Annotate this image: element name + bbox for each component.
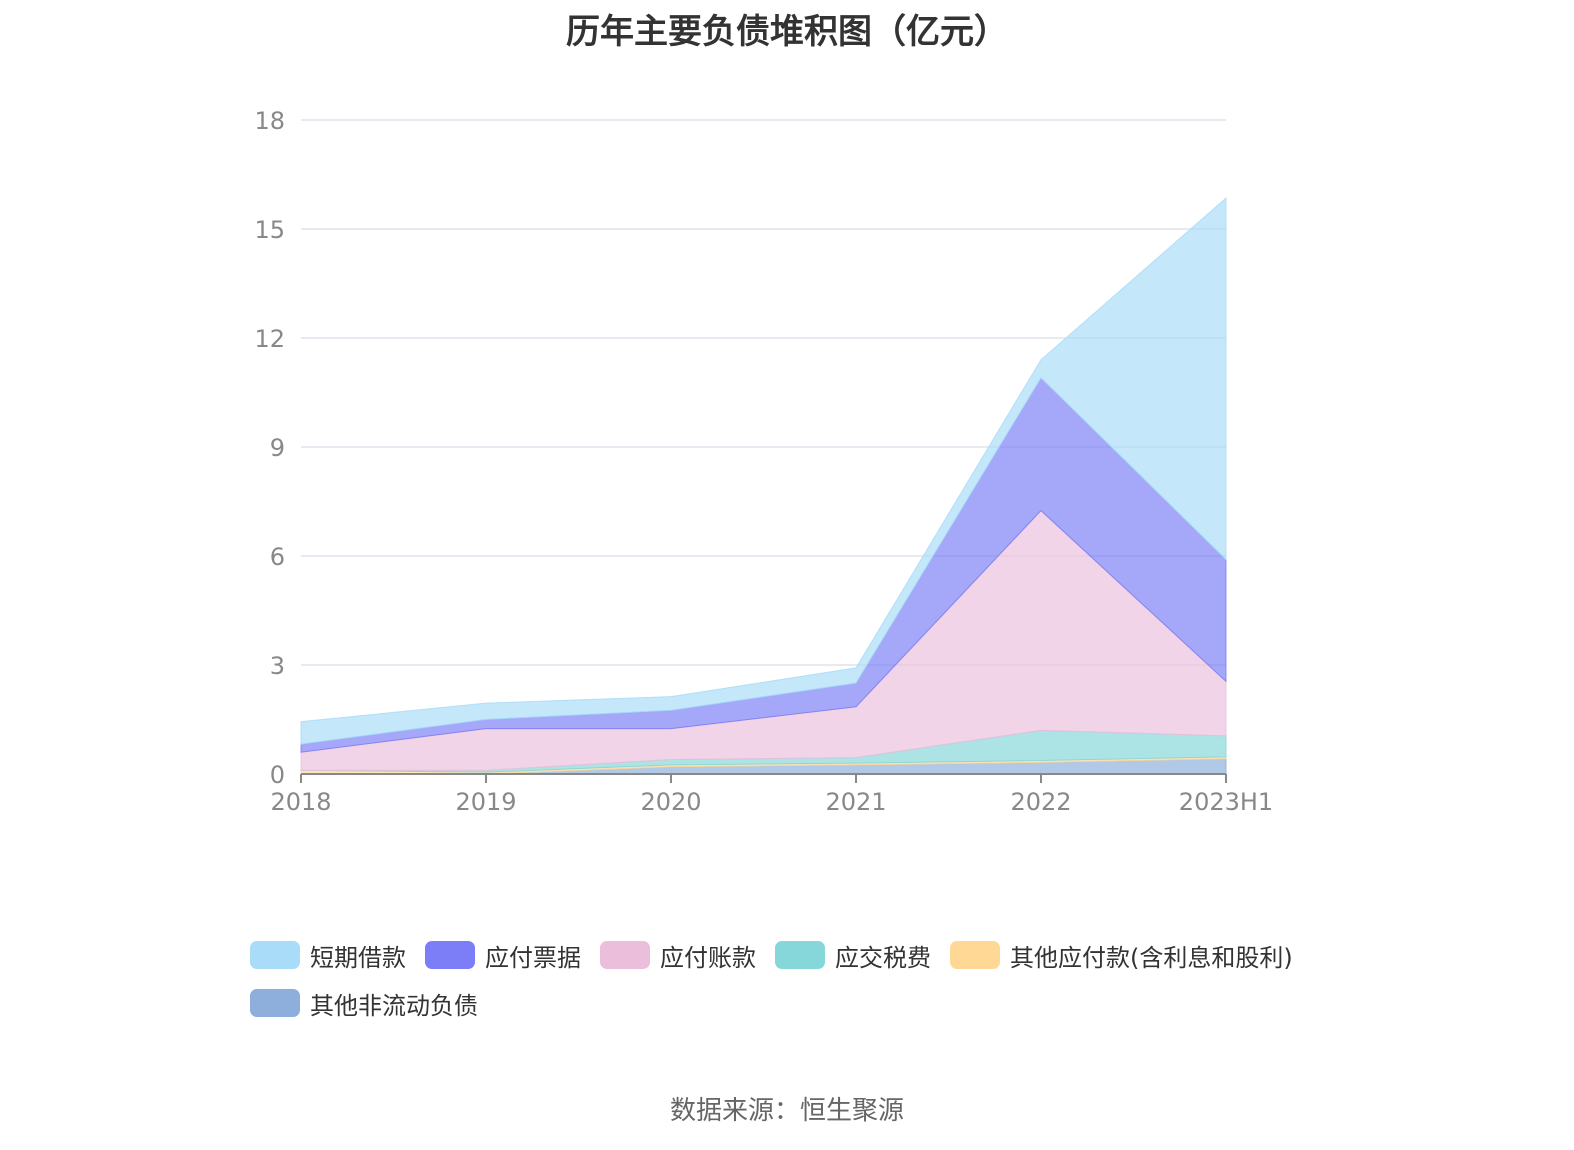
legend-item[interactable]: 其他非流动负债 <box>250 988 478 1020</box>
x-tick-label: 2023H1 <box>1179 788 1273 816</box>
data-source: 数据来源：恒生聚源 <box>669 1096 904 1126</box>
legend-label: 应交税费 <box>835 943 931 972</box>
y-tick-label: 18 <box>254 107 285 135</box>
legend-swatch <box>425 941 475 969</box>
area-series <box>300 197 1227 775</box>
legend-label: 短期借款 <box>310 943 406 972</box>
legend-label: 应付票据 <box>485 943 581 972</box>
legend-item[interactable]: 短期借款 <box>250 940 406 972</box>
y-tick-label: 15 <box>254 216 285 244</box>
legend-item[interactable]: 应付票据 <box>425 940 581 972</box>
axes: 0 3 6 9 12 15 18 2018 2019 2020 2021 2022 2023H1 <box>254 107 1273 816</box>
area-series-5[interactable] <box>300 197 1227 745</box>
legend-swatch <box>250 989 300 1017</box>
legend-label: 应付账款 <box>660 943 756 972</box>
legend-swatch <box>600 941 650 969</box>
legend-swatch <box>775 941 825 969</box>
x-tick-label: 2021 <box>825 788 886 816</box>
x-tick-label: 2022 <box>1010 788 1071 816</box>
legend-swatch <box>950 941 1000 969</box>
legend-swatch <box>250 941 300 969</box>
x-tick-label: 2018 <box>270 788 331 816</box>
legend-item[interactable]: 应交税费 <box>775 940 931 972</box>
legend-label: 其他非流动负债 <box>310 991 478 1020</box>
y-tick-label: 3 <box>270 652 285 680</box>
legend-item[interactable]: 应付账款 <box>600 940 756 972</box>
legend-item[interactable]: 其他应付款(含利息和股利) <box>950 940 1293 972</box>
chart-title: 历年主要负债堆积图（亿元） <box>566 12 1008 52</box>
legend-label: 其他应付款(含利息和股利) <box>1010 943 1293 972</box>
x-tick-label: 2019 <box>455 788 516 816</box>
y-tick-label: 0 <box>270 761 285 789</box>
y-tick-label: 6 <box>270 543 285 571</box>
y-tick-label: 9 <box>270 434 285 462</box>
grid-lines <box>301 119 1226 666</box>
x-tick-label: 2020 <box>640 788 701 816</box>
y-tick-label: 12 <box>254 325 285 353</box>
